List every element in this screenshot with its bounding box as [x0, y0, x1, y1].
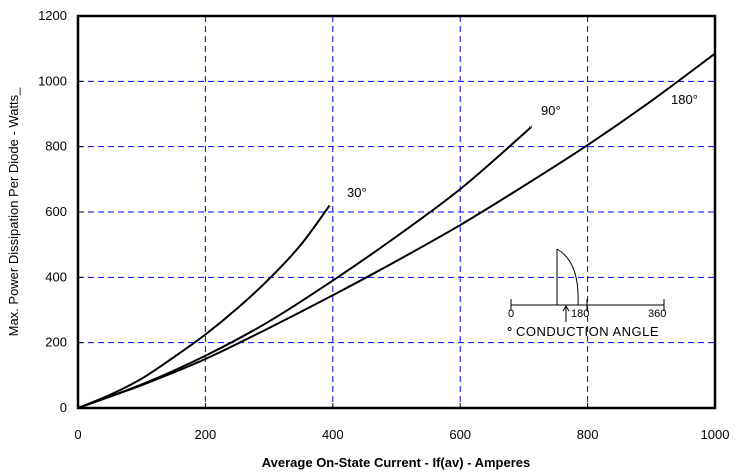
series-line-0	[77, 204, 331, 409]
conduction-angle-inset: 0 180 360 ° CONDUCTION ANGLE	[507, 248, 666, 339]
y-axis-title: Max. Power Dissipation Per Diode - Watts…	[6, 87, 21, 337]
y-tick-label-1000: 1000	[38, 73, 67, 88]
inset-waveform	[556, 248, 579, 306]
x-tick-label-600: 600	[449, 427, 471, 442]
x-tick-label-0: 0	[74, 427, 81, 442]
series-line-1	[77, 125, 533, 409]
x-axis-title: Average On-State Current - If(av) - Ampe…	[262, 455, 531, 470]
series-line-2	[77, 52, 716, 409]
x-tick-label-1000: 1000	[701, 427, 730, 442]
x-tick-label-800: 800	[577, 427, 599, 442]
tick-labels: 0 200 400 600 800 1000 0 200 400 600 800 1000 1200	[38, 8, 729, 442]
inset-tick-label-360: 360	[648, 308, 666, 320]
inset-tick-label-180: 180	[571, 308, 589, 320]
series-label-90: 90°	[541, 103, 561, 118]
x-tick-label-200: 200	[195, 427, 217, 442]
inset-caption: CONDUCTION ANGLE	[516, 324, 659, 339]
inset-degree-marker: °	[507, 324, 513, 339]
x-tick-label-400: 400	[322, 427, 344, 442]
inset-arrow-head	[562, 305, 570, 312]
y-tick-label-400: 400	[45, 269, 67, 284]
series-label-180: 180°	[671, 92, 698, 107]
y-tick-label-600: 600	[45, 204, 67, 219]
y-tick-label-1200: 1200	[38, 8, 67, 23]
series-lines	[77, 52, 716, 409]
y-tick-label-800: 800	[45, 139, 67, 154]
y-tick-label-200: 200	[45, 335, 67, 350]
series-label-30: 30°	[347, 185, 367, 200]
grid-lines	[78, 16, 715, 408]
inset-tick-label-0: 0	[508, 308, 514, 320]
y-tick-label-0: 0	[60, 400, 67, 415]
